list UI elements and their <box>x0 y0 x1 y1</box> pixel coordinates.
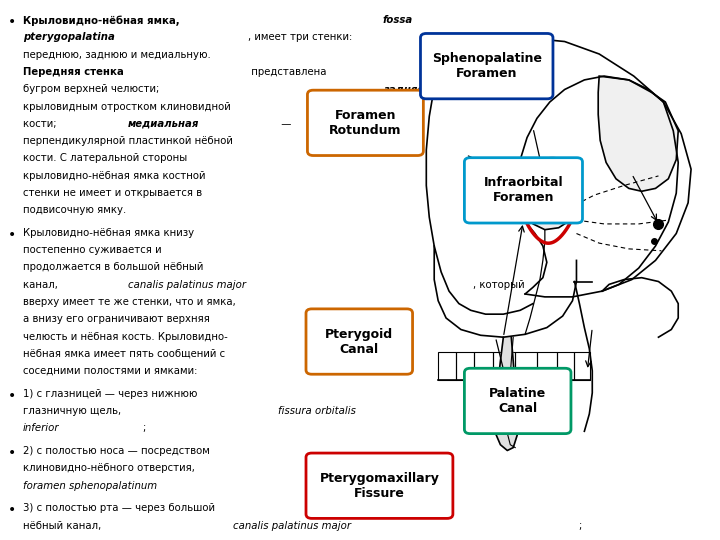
Bar <box>438 352 456 380</box>
Text: канал,: канал, <box>22 280 60 290</box>
Text: fissura orbitalis: fissura orbitalis <box>278 406 356 416</box>
Text: Foramen
Rotundum: Foramen Rotundum <box>329 109 402 137</box>
Text: стенки не имеет и открывается в: стенки не имеет и открывается в <box>22 188 202 198</box>
Text: 2) с полостью носа — посредством: 2) с полостью носа — посредством <box>22 446 210 456</box>
Text: Крыловидно-нёбная ямка,: Крыловидно-нёбная ямка, <box>22 15 183 25</box>
Text: вверху имеет те же стенки, что и ямка,: вверху имеет те же стенки, что и ямка, <box>22 297 235 307</box>
Text: нёбная ямка имеет пять сообщений с: нёбная ямка имеет пять сообщений с <box>22 349 225 359</box>
Text: ;: ; <box>578 521 581 531</box>
Text: Передняя стенка: Передняя стенка <box>22 67 123 77</box>
Polygon shape <box>598 76 678 191</box>
Bar <box>537 352 557 380</box>
Bar <box>516 352 537 380</box>
Text: 3) с полостью рта — через большой: 3) с полостью рта — через большой <box>22 503 215 514</box>
Text: •: • <box>7 228 16 242</box>
Text: крыловидно-нёбная ямка костной: крыловидно-нёбная ямка костной <box>22 171 205 181</box>
Text: кости;: кости; <box>22 119 60 129</box>
Text: 1) с глазницей — через нижнюю: 1) с глазницей — через нижнюю <box>22 389 197 399</box>
Text: Palatine
Canal: Palatine Canal <box>489 387 546 415</box>
Text: Pterygoid
Canal: Pterygoid Canal <box>325 328 393 355</box>
Text: canalis palatinus major: canalis palatinus major <box>127 280 246 290</box>
Text: постепенно суживается и: постепенно суживается и <box>22 245 161 255</box>
Text: inferior: inferior <box>22 423 59 434</box>
Text: ;: ; <box>143 423 146 434</box>
Text: продолжается в большой нёбный: продолжается в большой нёбный <box>22 262 203 273</box>
Bar <box>575 352 590 380</box>
Text: соседними полостями и ямками:: соседними полостями и ямками: <box>22 366 197 376</box>
Polygon shape <box>495 337 517 450</box>
Text: , имеет три стенки:: , имеет три стенки: <box>248 32 352 43</box>
Text: pterygopalatina: pterygopalatina <box>22 32 114 43</box>
Text: медиальная: медиальная <box>127 119 199 129</box>
Text: клиновидно-нёбного отверстия,: клиновидно-нёбного отверстия, <box>22 463 194 474</box>
Bar <box>474 352 493 380</box>
Bar <box>493 352 516 380</box>
Text: fossa: fossa <box>383 15 413 25</box>
Text: canalis palatinus major: canalis palatinus major <box>233 521 351 531</box>
Text: задняя: задняя <box>383 84 424 94</box>
Polygon shape <box>525 178 577 230</box>
Bar <box>456 352 474 380</box>
Text: подвисочную ямку.: подвисочную ямку. <box>22 205 126 215</box>
Text: глазничную щель,: глазничную щель, <box>22 406 124 416</box>
Text: •: • <box>7 446 16 460</box>
Text: бугром верхней челюсти;: бугром верхней челюсти; <box>22 84 162 94</box>
Text: —: — <box>278 119 292 129</box>
Text: •: • <box>7 15 16 29</box>
Text: крыловидным отростком клиновидной: крыловидным отростком клиновидной <box>22 102 230 112</box>
Text: •: • <box>7 389 16 403</box>
Text: переднюю, заднюю и медиальную.: переднюю, заднюю и медиальную. <box>22 50 210 60</box>
Text: Pterygomaxillary
Fissure: Pterygomaxillary Fissure <box>320 472 439 500</box>
Text: foramen sphenopalatinum: foramen sphenopalatinum <box>22 481 157 491</box>
Text: Sphenopalatine
Foramen: Sphenopalatine Foramen <box>432 52 541 80</box>
Text: —: — <box>473 84 487 94</box>
Text: нёбный канал,: нёбный канал, <box>22 521 104 531</box>
Text: представлена: представлена <box>248 67 326 77</box>
Text: , который: , который <box>473 280 525 290</box>
Text: кости. С латеральной стороны: кости. С латеральной стороны <box>22 153 187 164</box>
Text: Infraorbital
Foramen: Infraorbital Foramen <box>484 177 563 204</box>
Text: челюсть и нёбная кость. Крыловидно-: челюсть и нёбная кость. Крыловидно- <box>22 332 228 342</box>
Text: Крыловидно-нёбная ямка книзу: Крыловидно-нёбная ямка книзу <box>22 228 194 238</box>
Text: перпендикулярной пластинкой нёбной: перпендикулярной пластинкой нёбной <box>22 136 233 146</box>
Bar <box>557 352 575 380</box>
Text: ;: ; <box>368 481 372 491</box>
Text: •: • <box>7 503 16 517</box>
Text: а внизу его ограничивают верхняя: а внизу его ограничивают верхняя <box>22 314 210 325</box>
